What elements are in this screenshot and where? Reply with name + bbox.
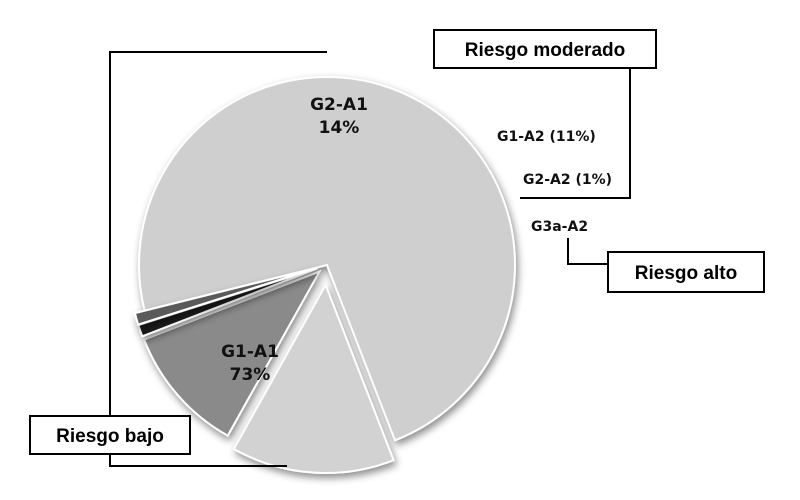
pie-slice-g1-a1 bbox=[137, 76, 516, 442]
pie-slices bbox=[133, 76, 516, 474]
pie-slice-g1-a2 bbox=[142, 269, 322, 438]
bracket-riesgo-moderado bbox=[520, 68, 631, 199]
slice-label-g3a-a2: G3a-A2 bbox=[531, 219, 588, 235]
pie-slice-g2-a1 bbox=[232, 282, 395, 474]
slice-label-g1-a1: G1-A1 bbox=[221, 342, 279, 362]
slice-labels: G2-A1 14% G1-A1 73% G1-A2 (11%) G2-A2 (1… bbox=[221, 95, 612, 385]
pie-slice-g3a-a2 bbox=[133, 266, 318, 326]
slice-value-g2-a1: 14% bbox=[319, 118, 360, 138]
group-label-riesgo-moderado: Riesgo moderado bbox=[433, 29, 657, 69]
group-label-riesgo-alto: Riesgo alto bbox=[607, 251, 765, 293]
group-text-riesgo-moderado: Riesgo moderado bbox=[465, 40, 625, 61]
slice-label-g2-a2: G2-A2 (1%) bbox=[523, 172, 612, 188]
group-text-riesgo-alto: Riesgo alto bbox=[635, 263, 737, 284]
group-label-riesgo-bajo: Riesgo bajo bbox=[29, 415, 191, 455]
slice-label-g1-a2: G1-A2 (11%) bbox=[497, 129, 596, 145]
group-brackets bbox=[109, 51, 631, 467]
slice-label-g2-a1: G2-A1 bbox=[310, 95, 368, 115]
bracket-riesgo-bajo bbox=[109, 51, 327, 467]
group-text-riesgo-bajo: Riesgo bajo bbox=[56, 426, 164, 447]
bracket-riesgo-alto bbox=[567, 238, 608, 265]
slice-value-g1-a1: 73% bbox=[230, 365, 271, 385]
